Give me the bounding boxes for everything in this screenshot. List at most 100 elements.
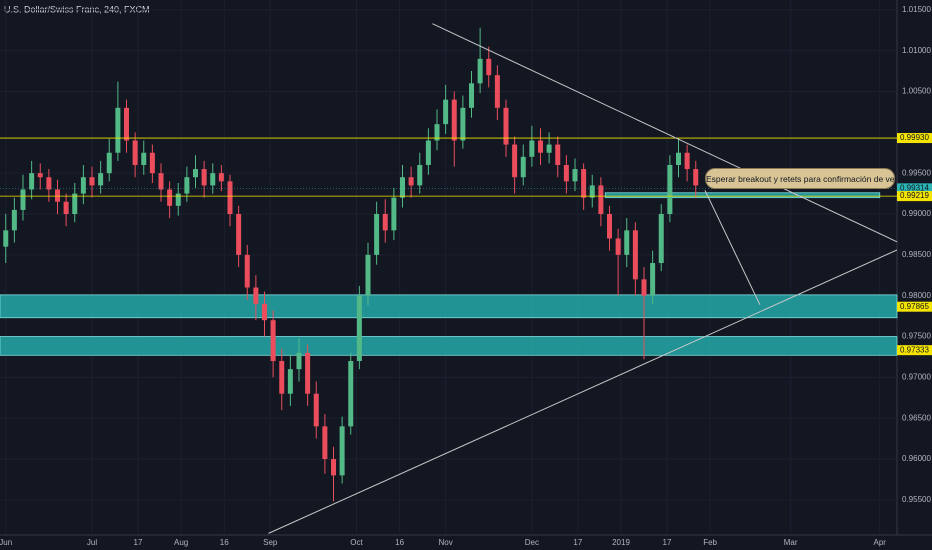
candle-body — [529, 140, 535, 157]
y-tick-label: 0.98000 — [902, 291, 931, 300]
x-tick-label: 17 — [663, 538, 672, 547]
candle-body — [512, 144, 518, 178]
y-tick-label: 1.01000 — [902, 46, 931, 55]
candle-body — [572, 169, 578, 182]
candle-body — [262, 303, 267, 321]
candle-body — [244, 254, 250, 288]
x-tick-label: Jul — [87, 538, 97, 547]
level-label-box — [897, 183, 932, 194]
level-label: 0.97333 — [900, 345, 929, 354]
candle-body — [279, 361, 285, 394]
zone — [0, 294, 898, 319]
x-tick-label: Feb — [703, 538, 717, 547]
y-tick-label: 0.96500 — [902, 413, 931, 422]
candle-body — [667, 164, 673, 214]
candle-body — [193, 169, 198, 178]
candle-body — [425, 140, 431, 165]
candle-body — [641, 279, 647, 296]
y-tick-label: 0.95500 — [902, 495, 931, 504]
candle-body — [175, 193, 181, 206]
candle-body — [417, 164, 423, 186]
level-label: 0.99314 — [900, 183, 929, 192]
level-label-box — [897, 345, 932, 356]
candle-body — [158, 173, 164, 190]
candle-body — [503, 107, 509, 145]
candle-body — [451, 99, 457, 141]
candle-body — [184, 177, 190, 194]
candle-body — [494, 75, 500, 108]
candle-body — [124, 107, 129, 141]
candle-body — [55, 189, 60, 202]
candle-body — [374, 214, 380, 255]
y-tick-label: 0.97000 — [902, 372, 931, 381]
trend-line — [268, 249, 898, 534]
x-tick-label: Sep — [263, 538, 278, 547]
level-label-box — [897, 133, 932, 144]
candle-body — [89, 177, 95, 186]
candle-body — [563, 164, 569, 182]
zone — [0, 336, 898, 356]
candle-body — [581, 169, 587, 198]
x-tick-label: Dec — [525, 538, 539, 547]
candle-body — [382, 214, 388, 231]
candle-body — [236, 214, 242, 255]
x-tick-label: Oct — [350, 538, 363, 547]
y-tick-label: 1.00500 — [902, 87, 931, 96]
trend-line — [432, 23, 898, 243]
candle-body — [218, 173, 224, 182]
candle-body — [11, 209, 17, 231]
candle-body — [313, 393, 319, 427]
x-tick-label: Aug — [174, 538, 188, 547]
candle-body — [607, 214, 612, 239]
y-tick-label: 0.99000 — [902, 209, 931, 218]
level-label: 0.99219 — [900, 191, 929, 200]
candle-body — [546, 144, 552, 153]
candle-body — [408, 177, 414, 186]
candle-body — [80, 177, 86, 194]
candle-body — [520, 156, 526, 178]
candle-body — [684, 152, 690, 170]
candle-body — [400, 177, 405, 198]
candle-body — [270, 320, 276, 362]
candle-body — [149, 152, 155, 174]
x-tick-label: 2019 — [612, 538, 630, 547]
x-tick-label: 16 — [220, 538, 229, 547]
candle-body — [598, 185, 604, 214]
level-label: 0.97865 — [900, 302, 929, 311]
candle-body — [98, 173, 104, 186]
candle-body — [132, 140, 138, 165]
candle-body — [106, 152, 112, 174]
x-tick-label: Nov — [439, 538, 453, 547]
candle-body — [72, 193, 78, 214]
candle-body — [693, 169, 699, 186]
candle-body — [305, 352, 311, 394]
candle-body — [443, 99, 449, 125]
candle-body — [434, 124, 440, 141]
candle-body — [210, 173, 216, 186]
candle-body — [339, 426, 345, 476]
x-tick-label: Jun — [0, 538, 12, 547]
x-tick-label: 17 — [573, 538, 582, 547]
candle-body — [167, 189, 173, 206]
candle-body — [201, 169, 207, 186]
candle-body — [3, 230, 9, 247]
candle-body — [615, 238, 621, 255]
candle-body — [37, 173, 43, 178]
candle-body — [624, 230, 630, 255]
y-tick-label: 0.98500 — [902, 250, 931, 259]
x-tick-label: Mar — [784, 538, 798, 547]
candle-body — [348, 361, 354, 427]
x-tick-label: Apr — [874, 538, 887, 547]
candle-body — [555, 144, 561, 165]
candle-body — [632, 230, 638, 280]
candle-body — [331, 459, 336, 476]
zone — [604, 192, 881, 199]
candle-body — [322, 426, 328, 460]
x-tick-label: 16 — [395, 538, 404, 547]
candle-body — [469, 83, 474, 108]
candle-body — [227, 181, 233, 214]
candle-body — [63, 201, 69, 214]
